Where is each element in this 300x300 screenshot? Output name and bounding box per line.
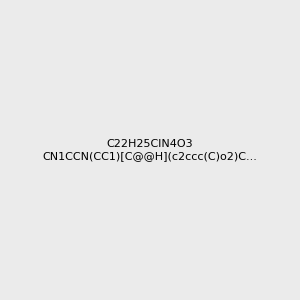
Text: C22H25ClN4O3
CN1CCN(CC1)[C@@H](c2ccc(C)o2)C...: C22H25ClN4O3 CN1CCN(CC1)[C@@H](c2ccc(C)o… (43, 139, 257, 161)
